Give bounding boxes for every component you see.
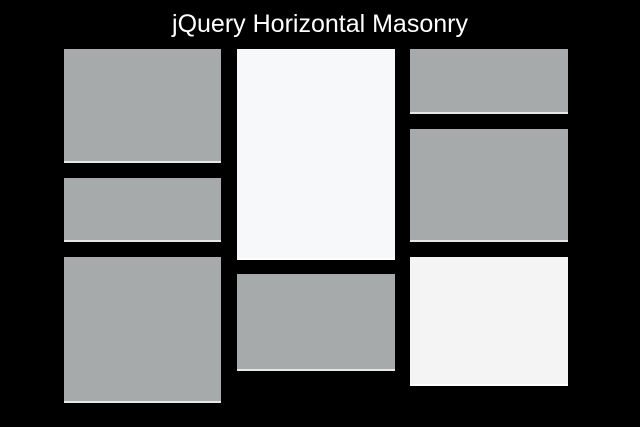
masonry-tile <box>237 49 395 260</box>
masonry-tile <box>410 129 568 242</box>
masonry-tile <box>237 274 395 371</box>
masonry-tile <box>64 49 221 163</box>
masonry-tile <box>64 257 221 403</box>
masonry-tile <box>410 49 568 114</box>
masonry-tile <box>64 178 221 242</box>
masonry-tile <box>410 257 568 386</box>
page-title: jQuery Horizontal Masonry <box>172 10 468 38</box>
